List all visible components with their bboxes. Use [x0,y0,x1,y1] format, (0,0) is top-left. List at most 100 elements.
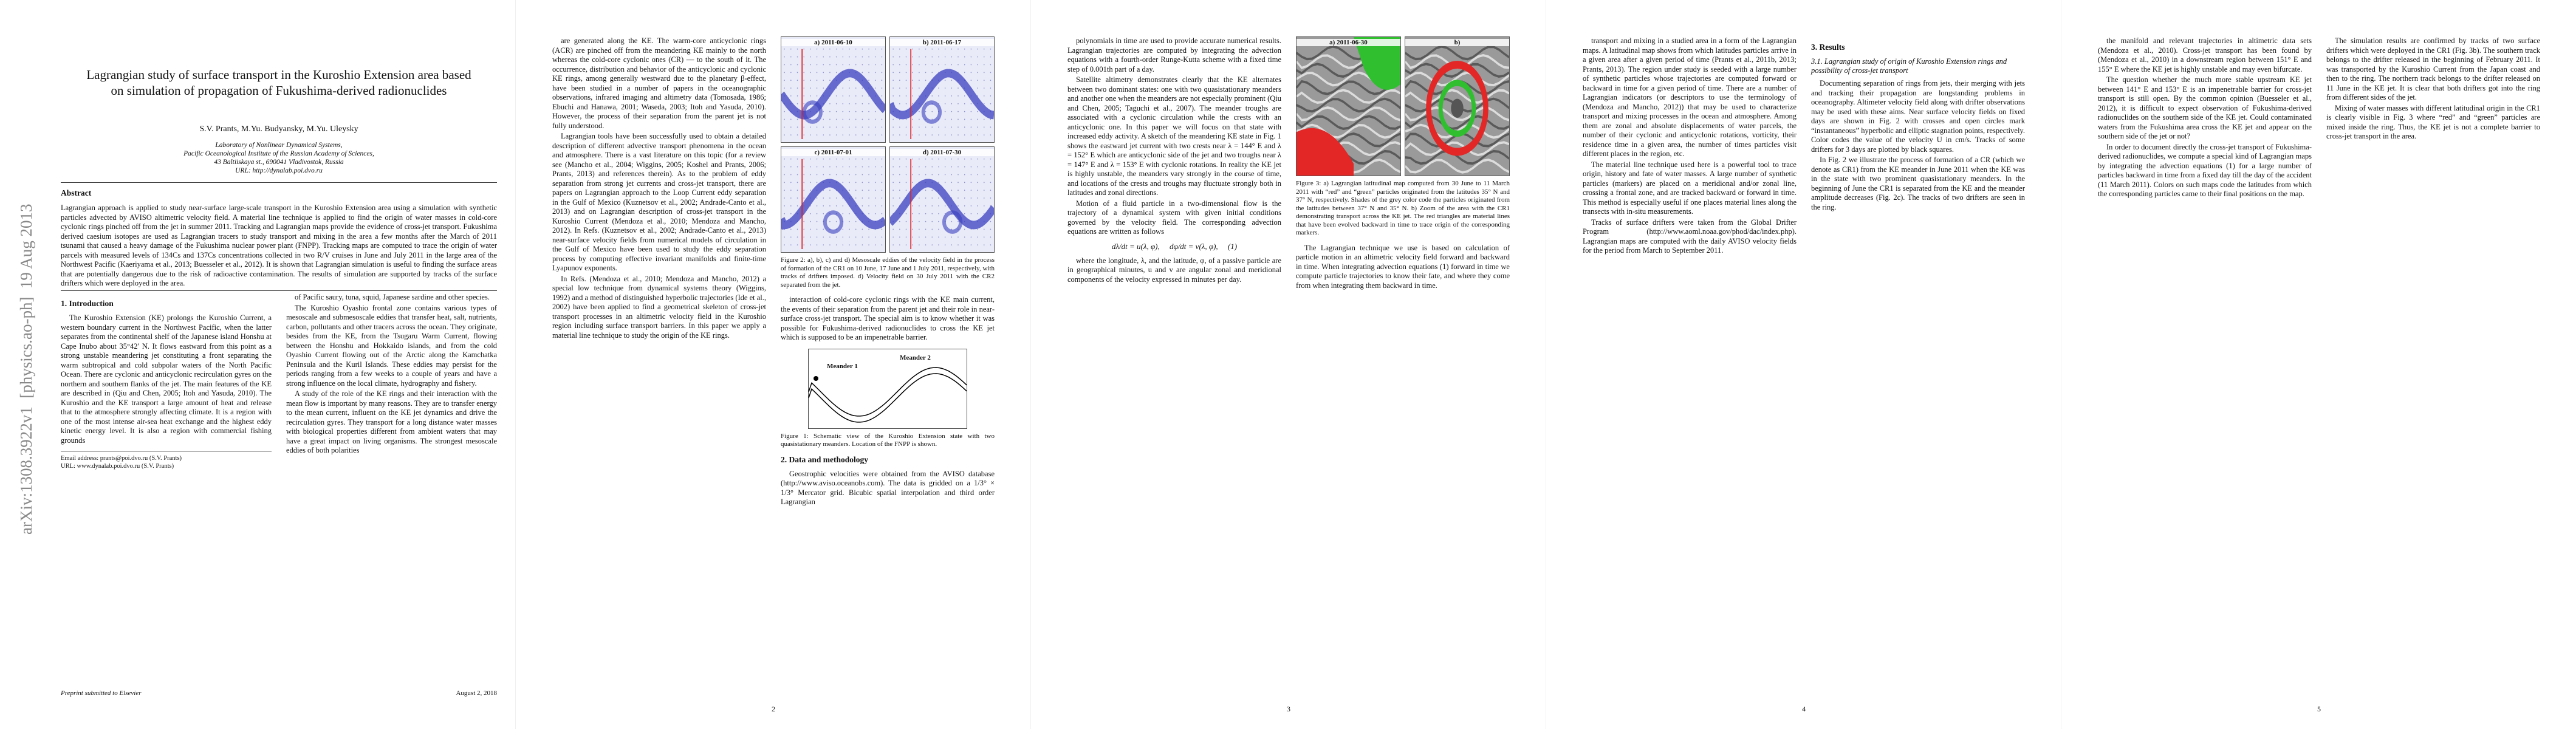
figure-shape [990,166,992,168]
page: transport and mixing in a studied area i… [1546,0,2061,729]
figure-shape [899,190,900,191]
figure-shape [912,72,913,74]
figure-shape [964,64,965,66]
figure-shape [1451,98,1464,118]
figure-shape [970,103,972,104]
figure-shape [849,126,850,128]
figure-shape [970,56,972,58]
figure-graphic [890,37,994,142]
figure-shape [919,48,920,50]
figure-shape [881,197,883,199]
figure-shape [970,72,972,74]
figure-shape [816,95,818,97]
figure-shape [919,95,920,97]
figure-shape [990,48,992,50]
figure-shape [938,228,939,230]
figure-shape [951,118,953,120]
paragraph: In Refs. (Mendoza et al., 2010; Mendoza … [552,274,766,340]
footnote: Email address: prants@poi.dvo.ru (S.V. P… [61,451,272,462]
figure-shape [912,205,913,207]
figure-shape [849,118,850,120]
figure-shape [919,205,920,207]
figure-shape [990,174,992,176]
figure-shape [912,48,913,50]
figure-shape [951,48,953,50]
affiliation-line: 43 Baltiiskaya st., 690041 Vladivostok, … [214,159,344,166]
figure-shape [855,221,857,222]
figure-shape [990,126,992,128]
figure-caption: Figure 1: Schematic view of the Kuroshio… [781,432,995,448]
text-column: polynomials in time are used to provide … [1067,36,1281,286]
figure-shape [790,118,792,120]
figure-shape [990,118,992,120]
figure-shape [919,111,920,112]
figure: a) 2011-06-10 b) 2011-06-17 c) 2011-07-01 d… [781,36,995,253]
figure-shape [862,236,863,238]
figure-shape [964,174,965,176]
figure-shape [1405,106,1509,122]
figure-shape [823,158,824,160]
figure-shape [796,126,798,128]
figure-shape [803,158,804,160]
figure-shape [823,87,824,89]
figure-shape [990,56,992,58]
figure-shape [829,205,831,207]
figure-shape [816,166,818,168]
figure-shape [944,95,946,97]
figure-shape [892,166,894,168]
schematic-label: Meander 2 [900,354,931,361]
figure-shape [919,221,920,222]
figure-shape [790,174,792,176]
figure-shape [868,48,869,50]
figure-shape [842,228,844,230]
figure-shape [931,221,933,222]
figure-shape [905,182,907,183]
figure-shape [796,64,798,66]
figure-shape [868,158,869,160]
figure-shape [810,87,811,89]
figure-shape [944,166,946,168]
figure-shape [951,221,953,222]
figure-shape [931,158,933,160]
figure-shape [970,126,972,128]
figure-shape [977,158,978,160]
figure-shape [912,158,913,160]
figure-shape [849,48,850,50]
text-column: the manifold and relevant trajectories i… [2098,36,2312,200]
affiliation-line: Laboratory of Nonlinear Dynamical System… [215,142,343,149]
figure-shape [1438,80,1476,137]
figure-shape [912,95,913,97]
figure-shape [970,158,972,160]
page: polynomials in time are used to provide … [1030,0,1546,729]
figure-shape [957,221,959,222]
figure-shape [816,174,818,176]
figure-shape [970,228,972,230]
figure-shape [784,236,785,238]
figure-shape [919,126,920,128]
figure-shape [796,95,798,97]
figure-shape [899,228,900,230]
figure-shape [842,87,844,89]
figure-shape [874,182,876,183]
figure-shape [1297,80,1400,95]
figure-shape [803,87,804,89]
figure-shape [983,166,985,168]
figure-shape [905,190,907,191]
figure-caption: Figure 3: a) Lagrangian latitudinal map … [1296,180,1510,236]
figure-shape [977,111,978,112]
figure-shape [957,197,959,199]
figure-shape [890,179,994,230]
figure-shape [855,48,857,50]
figure-shape [881,182,883,183]
figure-shape [810,228,811,230]
figure-shape [951,236,953,238]
figure-shape [892,80,894,81]
section-heading: 3. Results [1811,43,1845,52]
figure-shape [881,134,883,136]
figure-shape [944,48,946,50]
text-column: are generated along the KE. The warm-cor… [552,36,766,341]
figure-shape [925,236,927,238]
figure-shape [868,95,869,97]
figure-shape [835,118,837,120]
figure-shape [931,228,933,230]
